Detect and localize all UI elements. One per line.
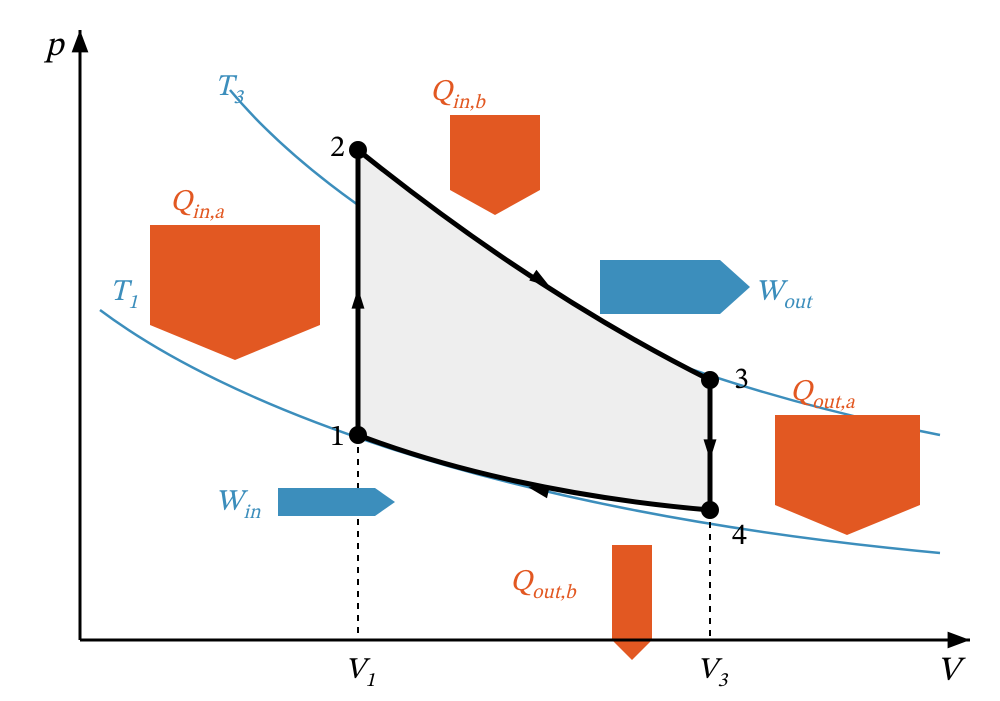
cycle-point-label-3: 3 xyxy=(734,366,749,396)
work-arrow-wout xyxy=(600,260,750,314)
cycle-point-3 xyxy=(701,371,719,389)
cycle-point-1 xyxy=(349,426,367,444)
cycle-point-2 xyxy=(349,141,367,159)
cycle-point-label-1: 1 xyxy=(330,423,345,453)
heat-arrow-qout_b xyxy=(612,545,652,660)
cycle-point-label-4: 4 xyxy=(732,522,747,552)
cycle-point-label-2: 2 xyxy=(330,134,345,164)
y-axis-label: p xyxy=(43,30,65,64)
work-arrow-win xyxy=(278,488,395,516)
cycle-point-4 xyxy=(701,501,719,519)
